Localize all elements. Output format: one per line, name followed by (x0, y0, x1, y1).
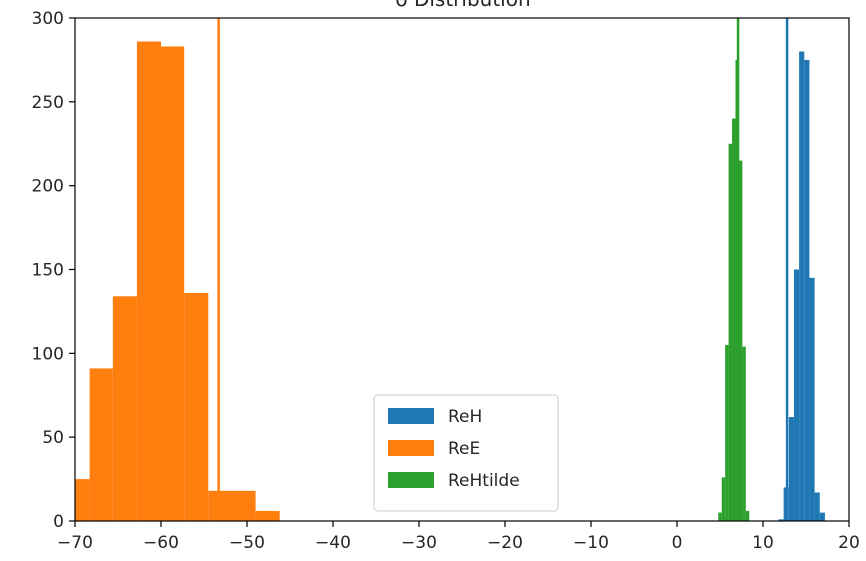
bar-rehtilde-3 (728, 143, 733, 521)
bar-rehtilde-7 (742, 346, 746, 521)
bar-reh-7 (814, 492, 820, 521)
bar-rehtilde-1 (721, 477, 726, 521)
bar-ree-4 (161, 46, 185, 522)
bar-reh-5 (804, 59, 810, 522)
x-tick-label: −10 (573, 533, 609, 553)
x-tick-label: −70 (57, 533, 93, 553)
y-tick-label: 0 (53, 512, 64, 532)
chart-title: δ Distribution (395, 0, 530, 11)
legend-label-ree: ReE (448, 439, 480, 459)
y-tick-label: 200 (32, 177, 64, 197)
bar-reh-3 (793, 269, 800, 521)
x-tick-label: −60 (143, 533, 179, 553)
bar-reh-8 (819, 512, 825, 521)
x-tick-label: −20 (487, 533, 523, 553)
bar-ree-6 (208, 490, 232, 521)
x-tick-label: 0 (672, 533, 683, 553)
bar-rehtilde-4 (732, 118, 736, 521)
bar-rehtilde-0 (718, 512, 722, 521)
bar-reh-6 (809, 277, 815, 521)
y-tick-label: 150 (32, 261, 64, 281)
x-tick-label: −50 (229, 533, 265, 553)
legend: ReH ReE ReHtilde (373, 394, 559, 512)
bar-ree-2 (112, 296, 137, 521)
bar-rehtilde-6 (738, 160, 743, 521)
bar-ree-3 (136, 41, 161, 522)
x-tick-label: 10 (752, 533, 774, 553)
bar-reh-0 (778, 519, 784, 521)
bar-reh-2 (788, 417, 794, 521)
y-tick-label: 100 (32, 344, 64, 364)
axes: −70 −60 −50 −40 −30 −20 −10 0 10 2005010015020025… (32, 9, 860, 553)
y-tick-label: 250 (32, 93, 64, 113)
legend-label-reh: ReH (448, 407, 482, 427)
bar-ree-1 (89, 368, 113, 521)
bar-rehtilde-2 (725, 344, 729, 521)
legend-swatch-ree (388, 440, 434, 456)
bar-ree-8 (255, 510, 280, 521)
bar-rehtilde-8 (745, 510, 750, 521)
x-tick-label: −40 (315, 533, 351, 553)
y-tick-label: 300 (32, 9, 64, 29)
x-tick-label: −30 (401, 533, 437, 553)
legend-swatch-reh (388, 408, 434, 424)
x-tick-label: 20 (838, 533, 860, 553)
legend-swatch-rehtilde (388, 472, 434, 488)
bar-reh-4 (799, 51, 805, 522)
histogram-bars (75, 41, 825, 522)
bar-ree-5 (184, 292, 209, 521)
y-tick-label: 50 (42, 428, 64, 448)
mean-lines (217, 18, 789, 521)
bar-ree-0 (75, 479, 90, 521)
legend-label-rehtilde: ReHtilde (448, 471, 520, 491)
bar-ree-7 (231, 490, 256, 521)
